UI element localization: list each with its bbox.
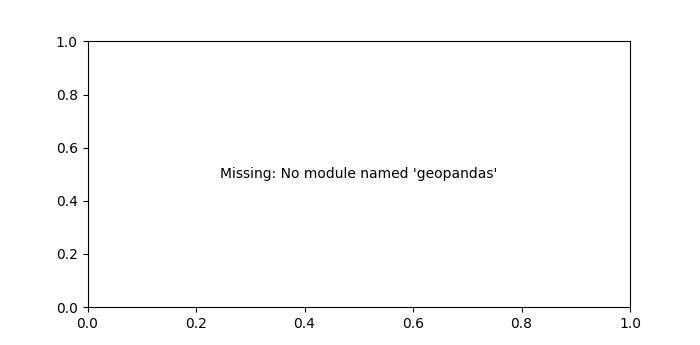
Text: Missing: No module named 'geopandas': Missing: No module named 'geopandas' [220, 167, 498, 181]
